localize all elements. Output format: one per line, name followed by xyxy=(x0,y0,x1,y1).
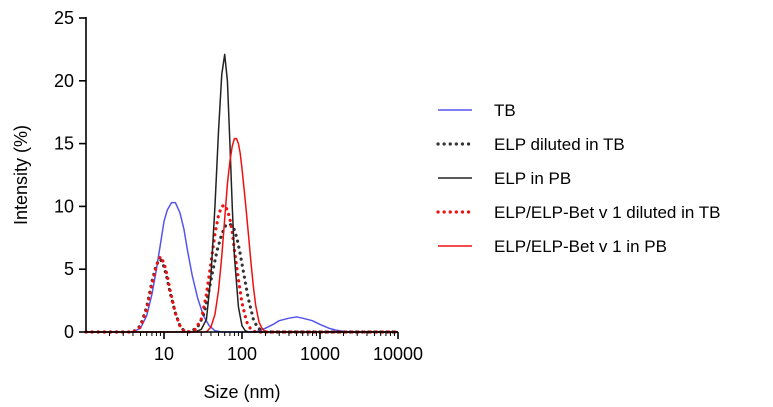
series-line-elp-diluted-in-tb xyxy=(84,222,400,334)
legend: TB ELP diluted in TB ELP in PB ELP/ELP-Bet … xyxy=(436,101,720,256)
y-axis-title: Intensity (%) xyxy=(11,125,31,225)
x-axis-title: Size (nm) xyxy=(203,382,280,402)
y-tick-label: 20 xyxy=(54,71,74,91)
series-line-elp-in-pb xyxy=(86,53,398,333)
legend-label-elp-in-pb: ELP in PB xyxy=(494,169,571,188)
x-tick-label: 10000 xyxy=(373,344,423,364)
legend-label-elp-elp-bet-v-1-diluted-in-tb: ELP/ELP-Bet v 1 diluted in TB xyxy=(494,203,720,222)
legend-label-tb: TB xyxy=(494,101,516,120)
axes: 0 5 10 15 20 25 10 100 1000 10000 Size (nm) Inte… xyxy=(11,8,423,402)
y-tick-label: 0 xyxy=(64,322,74,342)
plot-area xyxy=(84,53,400,334)
series-line-elp-elp-bet-v-1-diluted-in-tb xyxy=(84,203,400,334)
x-axis-ticks: 10 100 1000 10000 xyxy=(108,332,423,364)
y-axis-ticks: 0 5 10 15 20 25 xyxy=(54,8,86,342)
legend-label-elp-elp-bet-v-1-in-pb: ELP/ELP-Bet v 1 in PB xyxy=(494,237,667,256)
legend-label-elp-diluted-in-tb: ELP diluted in TB xyxy=(494,135,625,154)
y-tick-label: 10 xyxy=(54,196,74,216)
x-tick-label: 10 xyxy=(154,344,174,364)
series-line-tb xyxy=(86,201,398,333)
y-tick-label: 5 xyxy=(64,259,74,279)
y-tick-label: 25 xyxy=(54,8,74,28)
x-tick-label: 100 xyxy=(227,344,257,364)
y-tick-label: 15 xyxy=(54,134,74,154)
series-line-elp-elp-bet-v-1-in-pb xyxy=(86,137,398,333)
x-tick-label: 1000 xyxy=(300,344,340,364)
